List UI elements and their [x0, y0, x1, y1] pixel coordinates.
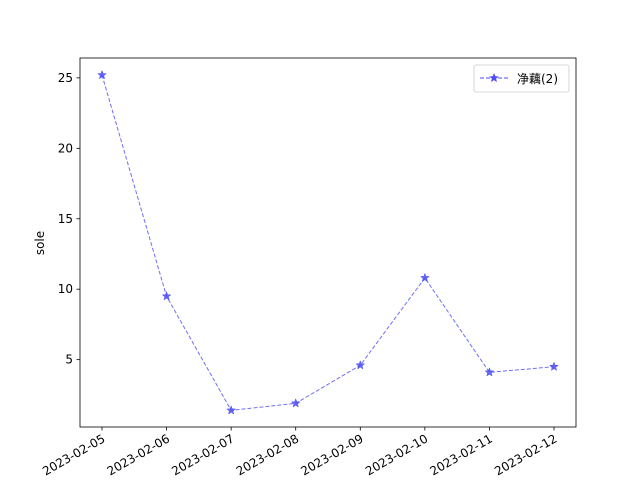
legend-label: 净藕(2) — [517, 72, 558, 86]
x-tick-label: 2023-02-11 — [428, 431, 495, 478]
legend-star-marker — [489, 72, 499, 83]
series-line — [101, 74, 555, 411]
data-point-star-marker — [290, 398, 301, 408]
y-tick-label: 5 — [65, 353, 73, 367]
x-axis: 2023-02-052023-02-062023-02-072023-02-08… — [40, 427, 560, 478]
data-point-star-marker — [97, 69, 107, 80]
y-tick-label: 15 — [58, 212, 73, 226]
y-axis: 5 10 15 20 25 — [58, 71, 80, 367]
x-tick-label: 2023-02-10 — [363, 431, 430, 478]
x-tick-label: 2023-02-08 — [234, 431, 301, 478]
x-tick-label: 2023-02-09 — [298, 431, 365, 478]
data-point-star-marker — [226, 405, 237, 415]
data-point-star-marker — [549, 361, 559, 371]
x-tick-label: 2023-02-07 — [169, 431, 236, 478]
legend: 净藕(2) — [473, 64, 570, 93]
data-point-star-marker — [484, 367, 495, 377]
data-point-star-marker — [161, 291, 172, 301]
x-tick-label: 2023-02-05 — [40, 431, 107, 478]
series-layer — [97, 69, 559, 415]
x-tick-label: 2023-02-12 — [492, 431, 559, 478]
y-axis-label: sole — [33, 231, 47, 255]
x-tick-label: 2023-02-06 — [105, 431, 172, 478]
legend-box — [473, 64, 570, 93]
data-point-star-marker — [355, 360, 366, 370]
y-tick-label: 10 — [58, 282, 73, 296]
y-tick-label: 20 — [58, 141, 73, 155]
y-tick-label: 25 — [58, 71, 73, 85]
plot-area — [79, 57, 577, 428]
data-point-star-marker — [419, 272, 430, 283]
